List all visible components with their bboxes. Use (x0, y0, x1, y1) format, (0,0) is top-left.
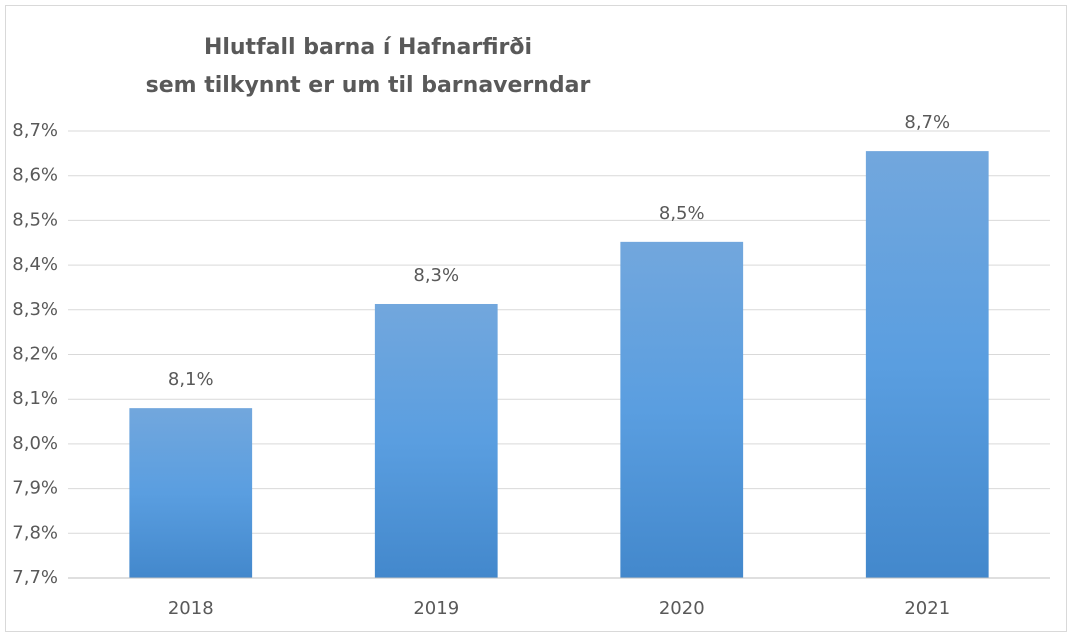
bar (865, 151, 989, 579)
y-tick-label: 8,4% (12, 254, 58, 275)
data-label: 8,5% (659, 203, 705, 224)
y-tick-label: 8,3% (12, 299, 58, 320)
x-tick-label: 2020 (659, 598, 705, 619)
y-tick-label: 8,5% (12, 209, 58, 230)
y-tick-label: 7,8% (12, 522, 58, 543)
bar (374, 303, 498, 578)
data-label: 8,1% (168, 369, 214, 390)
bar (620, 241, 744, 578)
chart-title: sem tilkynnt er um til barnaverndar (146, 73, 591, 98)
y-tick-label: 8,0% (12, 433, 58, 454)
data-label: 8,7% (904, 112, 950, 133)
data-label: 8,3% (413, 265, 459, 286)
y-tick-label: 7,9% (12, 478, 58, 499)
y-tick-label: 7,7% (12, 567, 58, 588)
y-tick-label: 8,6% (12, 165, 58, 186)
x-tick-label: 2018 (168, 598, 214, 619)
y-tick-label: 8,2% (12, 344, 58, 365)
chart-title: Hlutfall barna í Hafnarfirði (204, 35, 532, 60)
bar (129, 408, 253, 578)
x-tick-label: 2019 (413, 598, 459, 619)
y-tick-label: 8,1% (12, 388, 58, 409)
y-tick-label: 8,7% (12, 120, 58, 141)
x-tick-label: 2021 (904, 598, 950, 619)
